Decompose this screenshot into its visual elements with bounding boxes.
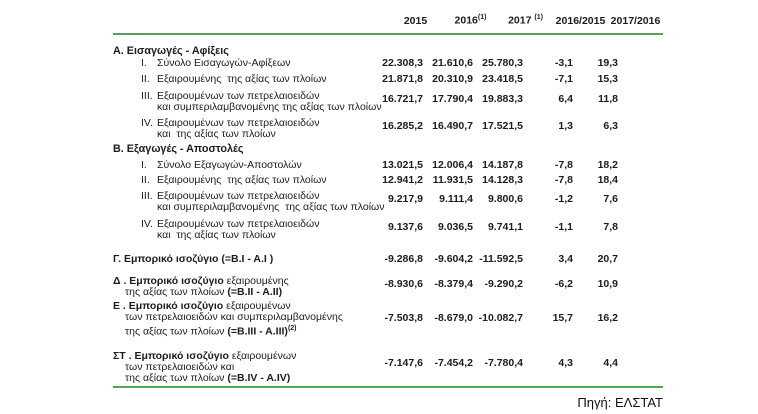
row-value: -1,2 [554, 193, 573, 205]
row-value: 7,6 [603, 193, 618, 205]
table-row: I. Σύνολο Εξαγωγών-Αποστολών 13.021,5 12.… [113, 158, 663, 171]
row-value: 12.941,2 [382, 173, 423, 186]
row-value: -7.454,2 [434, 357, 473, 369]
footnote-marker: (1) [477, 14, 487, 21]
row-value: 19,3 [597, 56, 618, 69]
row-value: 3,4 [558, 252, 573, 265]
row-value: 9.111,4 [439, 193, 473, 205]
row-value: -10.082,7 [478, 312, 523, 325]
row-value: -1,1 [554, 221, 573, 233]
row-value: 12.006,4 [432, 158, 473, 171]
row-value: -9.290,2 [484, 278, 523, 290]
row-value: -7,8 [554, 158, 573, 171]
row-value: 16.490,7 [432, 120, 473, 132]
row-label: Γ. Εμπορικό ισοζύγιο (=B.I - A.I ) [113, 252, 274, 265]
row-value: -8.379,4 [434, 278, 473, 290]
col-header-2017-2016: 2017/2016 [610, 14, 661, 27]
row-value: 4,4 [603, 357, 618, 369]
col-header-2017: 2017 (1) [508, 14, 543, 27]
summary-row-excl-oil-and-ships: ΣΤ . Εμπορικό ισοζύγιο εξαιρουμένων των … [113, 351, 663, 384]
row-value: 7,8 [603, 221, 618, 233]
table-row: IV. Εξαιρουμένων των πετρελαιοειδών και τη… [113, 116, 663, 140]
table-bottom-rule [113, 386, 663, 388]
section-title-imports: Α. Εισαγωγές - Αφίξεις [113, 44, 229, 57]
table-row: II. Εξαιρουμένης της αξίας των πλοίων 21.… [113, 72, 663, 85]
row-value: 15,7 [552, 312, 573, 325]
summary-row-trade-balance: Γ. Εμπορικό ισοζύγιο (=B.I - A.I ) -9.28… [113, 252, 663, 265]
row-value: -7,8 [554, 173, 573, 186]
row-value: 17.790,4 [432, 93, 473, 105]
row-label: II. Εξαιρουμένης της αξίας των πλοίων [141, 173, 327, 186]
row-label: II. Εξαιρουμένης της αξίας των πλοίων [141, 72, 327, 85]
row-value: 20.310,9 [432, 72, 473, 85]
section-title-exports: Β. Εξαγωγές - Αποστολές [113, 142, 244, 155]
row-value: -9.286,8 [384, 252, 423, 265]
row-label: III. Εξαιρουμένων των πετρελαιοειδών και σ… [141, 189, 385, 213]
row-value: -8.930,6 [384, 278, 423, 290]
row-label: IV. Εξαιρουμένων των πετρελαιοειδών και τη… [141, 217, 320, 241]
row-label: Δ . Εμπορικό ισοζύγιο εξαιρουμένης της α… [113, 274, 289, 298]
summary-row-excl-oil-incl-ships: Ε . Εμπορικό ισοζύγιο εξαιρουμένων των π… [113, 299, 663, 338]
row-label: IV. Εξαιρουμένων των πετρελαιοειδών και τη… [141, 116, 320, 140]
source-note: Πηγή: ΕΛΣΤΑΤ [577, 395, 663, 410]
row-value: -7,1 [554, 72, 573, 85]
row-value: 11,8 [598, 93, 618, 105]
row-value: -7.780,4 [484, 357, 523, 369]
row-value: 14.128,3 [482, 173, 523, 186]
table-row: II. Εξαιρουμένης της αξίας των πλοίων 12.… [113, 173, 663, 186]
row-value: 4,3 [558, 357, 573, 369]
row-value: 6,3 [603, 120, 618, 132]
row-value: 20,7 [597, 252, 618, 265]
row-value: 11.931,5 [432, 173, 473, 186]
row-value: 9.036,5 [437, 221, 473, 233]
row-label: I. Σύνολο Εισαγωγών-Αφίξεων [141, 56, 291, 69]
row-value: 16.285,2 [382, 120, 423, 132]
table-row: IV. Εξαιρουμένων των πετρελαιοειδών και τη… [113, 217, 663, 241]
col-header-2016-2015: 2016/2015 [555, 14, 606, 27]
col-header-2016: 2016(1) [454, 14, 487, 27]
row-value: 10,9 [597, 278, 618, 290]
row-value: 9.741,1 [487, 221, 523, 233]
row-value: 6,4 [558, 93, 573, 105]
row-value: -8.679,0 [434, 312, 473, 325]
row-label: ΣΤ . Εμπορικό ισοζύγιο εξαιρουμένων των … [113, 350, 297, 384]
row-value: -6,2 [554, 278, 573, 290]
row-value: 9.137,6 [387, 221, 423, 233]
row-value: -7.503,8 [384, 312, 423, 325]
row-label: III. Εξαιρουμένων των πετρελαιοειδών και σ… [141, 89, 382, 113]
footnote-marker: (2) [287, 324, 297, 332]
row-value: 16,2 [597, 312, 618, 325]
row-value: -7.147,6 [384, 357, 423, 369]
row-value: 16.721,7 [382, 93, 423, 105]
row-value: 1,3 [558, 120, 573, 132]
table-row: III. Εξαιρουμένων των πετρελαιοειδών και σ… [113, 189, 663, 213]
table-row: I. Σύνολο Εισαγωγών-Αφίξεων 22.308,3 21.6… [113, 56, 663, 69]
row-value: 22.308,3 [382, 56, 423, 69]
footnote-marker: (1) [534, 14, 543, 21]
row-value: 17.521,5 [482, 120, 523, 132]
row-value: 21.610,6 [432, 56, 473, 69]
row-value: 19.883,3 [482, 93, 523, 105]
table-row: III. Εξαιρουμένων των πετρελαιοειδών και σ… [113, 89, 663, 113]
row-value: 9.217,9 [387, 193, 423, 205]
row-value: 18,4 [597, 173, 618, 186]
col-header-2015: 2015 [403, 14, 428, 27]
row-label: I. Σύνολο Εξαγωγών-Αποστολών [141, 158, 302, 171]
summary-row-excl-ships: Δ . Εμπορικό ισοζύγιο εξαιρουμένης της α… [113, 274, 663, 298]
row-value: -11.592,5 [479, 252, 523, 265]
row-value: 23.418,5 [482, 72, 523, 85]
row-label: Ε . Εμπορικό ισοζύγιο εξαιρουμένων των π… [113, 299, 343, 337]
row-value: 9.800,6 [487, 193, 523, 205]
row-value: 18,2 [597, 158, 618, 171]
row-value: 15,3 [597, 72, 618, 85]
row-value: 21.871,8 [382, 72, 423, 85]
trade-balance-table: 2015 2016(1) 2017 (1) 2016/2015 2017/201… [113, 10, 663, 388]
row-value: -3,1 [554, 56, 573, 69]
row-value: 13.021,5 [382, 158, 423, 171]
row-value: 14.187,8 [482, 158, 523, 171]
row-value: 25.780,3 [482, 56, 523, 69]
table-header-row: 2015 2016(1) 2017 (1) 2016/2015 2017/201… [113, 10, 663, 35]
row-value: -9.604,2 [434, 252, 473, 265]
